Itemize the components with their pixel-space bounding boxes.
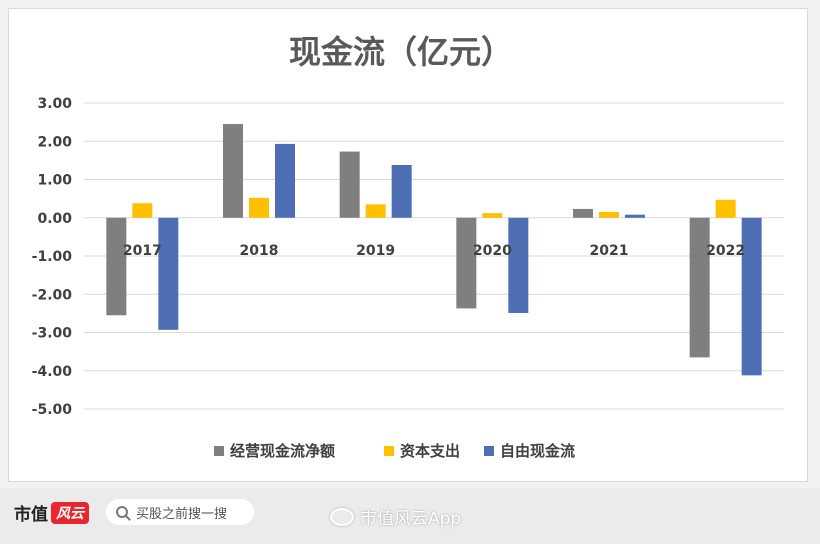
- bar-2018-0: [223, 124, 243, 218]
- brand-name: 市值: [14, 505, 48, 525]
- brand-badge: 风云: [51, 501, 89, 524]
- legend-swatch: [214, 446, 224, 456]
- x-tick-label: 2022: [706, 243, 745, 259]
- y-tick-label: 3.00: [37, 96, 72, 112]
- bar-2019-0: [339, 151, 360, 218]
- y-axis: 3.00 2.00 1.00 0.00 -1.00 -2.00 -3.00 -4.00 -5.0…: [32, 96, 73, 418]
- y-tick-label: 0.00: [37, 211, 72, 227]
- brand-logo[interactable]: 市值 风云: [14, 500, 89, 525]
- x-tick-label: 2017: [123, 243, 162, 259]
- weibo-icon: [330, 507, 354, 526]
- y-tick-label: -5.00: [32, 402, 73, 418]
- legend-label: 经营现金流净额: [230, 442, 335, 460]
- y-tick-label: -3.00: [32, 326, 73, 342]
- chart-title: 现金流（亿元）: [289, 33, 513, 71]
- y-tick-label: -2.00: [32, 287, 73, 303]
- grid-lines: [84, 102, 784, 410]
- bar-2019-2: [391, 164, 412, 218]
- legend-swatch: [484, 446, 494, 456]
- search-placeholder: 买股之前搜一搜: [136, 506, 228, 522]
- legend: 经营现金流净额 资本支出 自由现金流: [214, 442, 575, 460]
- watermark-text: 市值风云App: [360, 509, 462, 529]
- y-tick-label: -1.00: [32, 249, 73, 265]
- bar-2021-0: [573, 208, 593, 218]
- x-axis: 2017 2018 2019 2020 2021 2022: [123, 243, 745, 259]
- bar-2020-1: [482, 213, 503, 218]
- footer-bar: 市值 风云 买股之前搜一搜 市值风云App: [0, 488, 820, 544]
- x-tick-label: 2021: [590, 243, 629, 259]
- bar-2019-1: [365, 204, 386, 218]
- bar-2022-1: [715, 199, 736, 218]
- y-tick-label: 1.00: [37, 173, 72, 189]
- search-icon: [116, 506, 128, 518]
- y-tick-label: -4.00: [32, 364, 73, 380]
- bar-2018-1: [249, 197, 269, 218]
- cash-flow-chart: 现金流（亿元） 3.00 2.00 1.00 0.00 -1.00 -2.00 -3.00 -…: [32, 33, 784, 460]
- bar-2021-2: [625, 214, 645, 218]
- legend-label: 自由现金流: [500, 442, 575, 460]
- bars: [106, 124, 762, 376]
- bar-2022-2: [741, 217, 762, 376]
- bar-2017-2: [158, 217, 179, 330]
- bar-2021-1: [599, 212, 619, 218]
- chart-card: 现金流（亿元） 3.00 2.00 1.00 0.00 -1.00 -2.00 -3.00 -…: [8, 8, 808, 482]
- x-tick-label: 2019: [356, 243, 395, 259]
- x-tick-label: 2020: [473, 243, 512, 259]
- x-tick-label: 2018: [240, 243, 279, 259]
- watermark: 市值风云App: [330, 504, 461, 529]
- search-box[interactable]: 买股之前搜一搜: [106, 499, 254, 525]
- legend-label: 资本支出: [400, 442, 460, 460]
- bar-2018-2: [275, 143, 295, 218]
- legend-swatch: [384, 446, 394, 456]
- bar-2020-2: [508, 217, 529, 313]
- bar-2017-1: [132, 203, 153, 218]
- bar-2022-0: [689, 217, 710, 358]
- y-tick-label: 2.00: [37, 134, 72, 150]
- bar-2020-0: [456, 217, 477, 309]
- bar-2017-0: [106, 217, 127, 316]
